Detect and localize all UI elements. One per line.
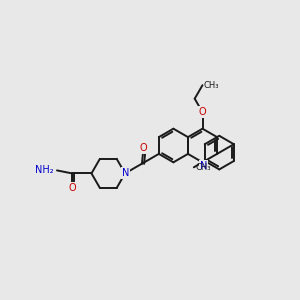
Text: CH₃: CH₃ — [204, 81, 220, 90]
Text: O: O — [199, 107, 206, 117]
Text: O: O — [140, 143, 147, 153]
Text: N: N — [122, 168, 129, 178]
Text: CH₃: CH₃ — [195, 163, 211, 172]
Text: N: N — [200, 161, 207, 171]
Text: NH₂: NH₂ — [35, 165, 54, 176]
Text: O: O — [68, 183, 76, 194]
